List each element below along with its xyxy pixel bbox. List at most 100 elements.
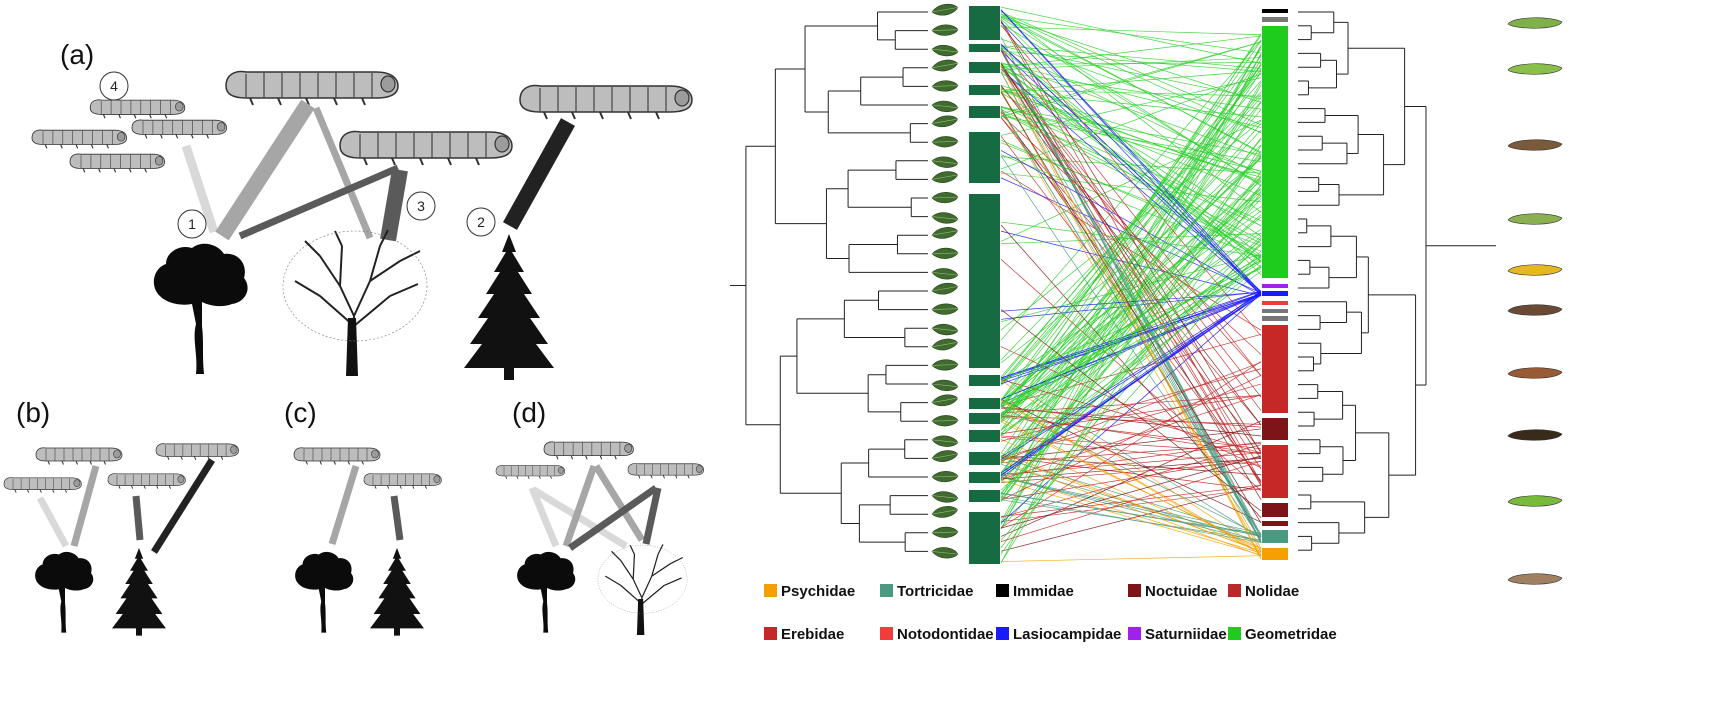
larva-group-4: [31, 99, 228, 173]
association-line: [1000, 460, 1262, 557]
herbivore-bar: [1262, 301, 1288, 305]
association-line: [1000, 33, 1262, 431]
association-line: [1000, 47, 1262, 377]
association-line: [1000, 50, 1262, 72]
larva-photo: [1507, 63, 1563, 75]
association-line: [1000, 496, 1262, 543]
larva-a-mid: [339, 130, 513, 166]
panel-label-a: (a): [60, 39, 94, 70]
leaf-icon: [931, 79, 959, 92]
legend-label: Erebidae: [781, 626, 844, 643]
leaf-icon: [931, 266, 959, 281]
association-line: [1000, 17, 1262, 187]
leaf-icon: [931, 322, 959, 337]
legend-label: Tortricidae: [897, 583, 973, 600]
leaf-icon: [931, 43, 959, 58]
association-line: [1000, 214, 1262, 437]
tanglegram: [730, 1, 1563, 585]
link-b-3: [132, 495, 144, 541]
link-b-1: [36, 496, 70, 548]
association-line: [1000, 485, 1262, 552]
legend-swatch: [996, 627, 1009, 640]
plant-leaf-icons: [930, 1, 959, 560]
association-line: [1000, 107, 1262, 178]
host-bars: [969, 6, 1000, 564]
association-line: [1000, 346, 1262, 468]
leaf-icon: [931, 358, 959, 371]
association-line: [1000, 455, 1262, 552]
legend-swatch: [764, 627, 777, 640]
association-line: [1000, 59, 1262, 496]
herbivore-bar: [1262, 291, 1288, 296]
association-line: [1000, 240, 1262, 437]
association-line: [1000, 138, 1262, 464]
association-line: [1000, 309, 1262, 512]
association-line: [1000, 260, 1262, 406]
legend-label: Saturniidae: [1145, 626, 1227, 643]
legend-label: Noctuidae: [1145, 583, 1218, 600]
association-line: [1000, 457, 1262, 538]
larva-photo: [1507, 367, 1563, 379]
leaf-icon: [930, 448, 959, 464]
association-line: [1000, 232, 1262, 414]
legend-swatch: [880, 627, 893, 640]
association-line: [1000, 145, 1262, 563]
host-bar: [969, 375, 1000, 386]
association-line: [1000, 70, 1262, 92]
leaf-icon: [931, 434, 959, 449]
association-line: [1000, 406, 1262, 537]
association-line: [1000, 484, 1262, 517]
leaf-icon: [930, 504, 959, 520]
association-line: [1000, 394, 1262, 480]
legend-label: Geometridae: [1245, 626, 1337, 643]
association-line: [1000, 9, 1262, 293]
association-line: [1000, 73, 1262, 170]
association-line: [1000, 264, 1262, 476]
host-bar: [969, 413, 1000, 424]
association-line: [1000, 235, 1262, 494]
host-bar: [969, 452, 1000, 465]
host-bar: [969, 512, 1000, 564]
leaf-icon: [930, 113, 959, 130]
association-line: [1000, 65, 1262, 558]
pine-a: [464, 234, 554, 380]
leaf-icon: [931, 526, 959, 539]
herbivore-bar: [1262, 325, 1288, 413]
herbivore-bar: [1262, 445, 1288, 498]
association-line: [1000, 293, 1262, 458]
association-line: [1000, 26, 1262, 36]
association-line: [1000, 291, 1262, 385]
association-line: [1000, 291, 1262, 312]
herbivore-bar: [1262, 548, 1288, 560]
association-line: [1000, 480, 1262, 556]
panel-label-d: (d): [512, 397, 546, 428]
association-line: [1000, 21, 1262, 296]
herbivore-bar: [1262, 309, 1288, 313]
host-bar: [969, 430, 1000, 442]
legend-swatch: [764, 584, 777, 597]
circle-2-label: 2: [477, 214, 485, 230]
larva-photos: [1507, 17, 1563, 585]
leaf-icon: [931, 135, 959, 148]
association-line: [1000, 170, 1262, 331]
association-line: [1000, 62, 1262, 128]
larva-photo: [1507, 573, 1563, 585]
link-4-1: [181, 144, 219, 234]
association-line: [1000, 443, 1262, 463]
association-line: [1000, 116, 1262, 426]
association-line: [1000, 150, 1262, 296]
association-line: [1000, 492, 1262, 536]
larva-a-right: [519, 84, 693, 120]
association-line: [1000, 191, 1262, 422]
circle-1: 1: [177, 209, 207, 239]
association-line: [1000, 50, 1262, 486]
link-b-2: [70, 465, 100, 547]
leaf-icon: [930, 392, 959, 409]
host-bar: [969, 44, 1000, 52]
association-line: [1000, 65, 1262, 262]
legend-swatch: [1128, 584, 1141, 597]
pine-b: [112, 548, 166, 636]
association-line: [1000, 455, 1262, 529]
link-d-6: [642, 487, 662, 545]
association-line: [1000, 65, 1262, 500]
